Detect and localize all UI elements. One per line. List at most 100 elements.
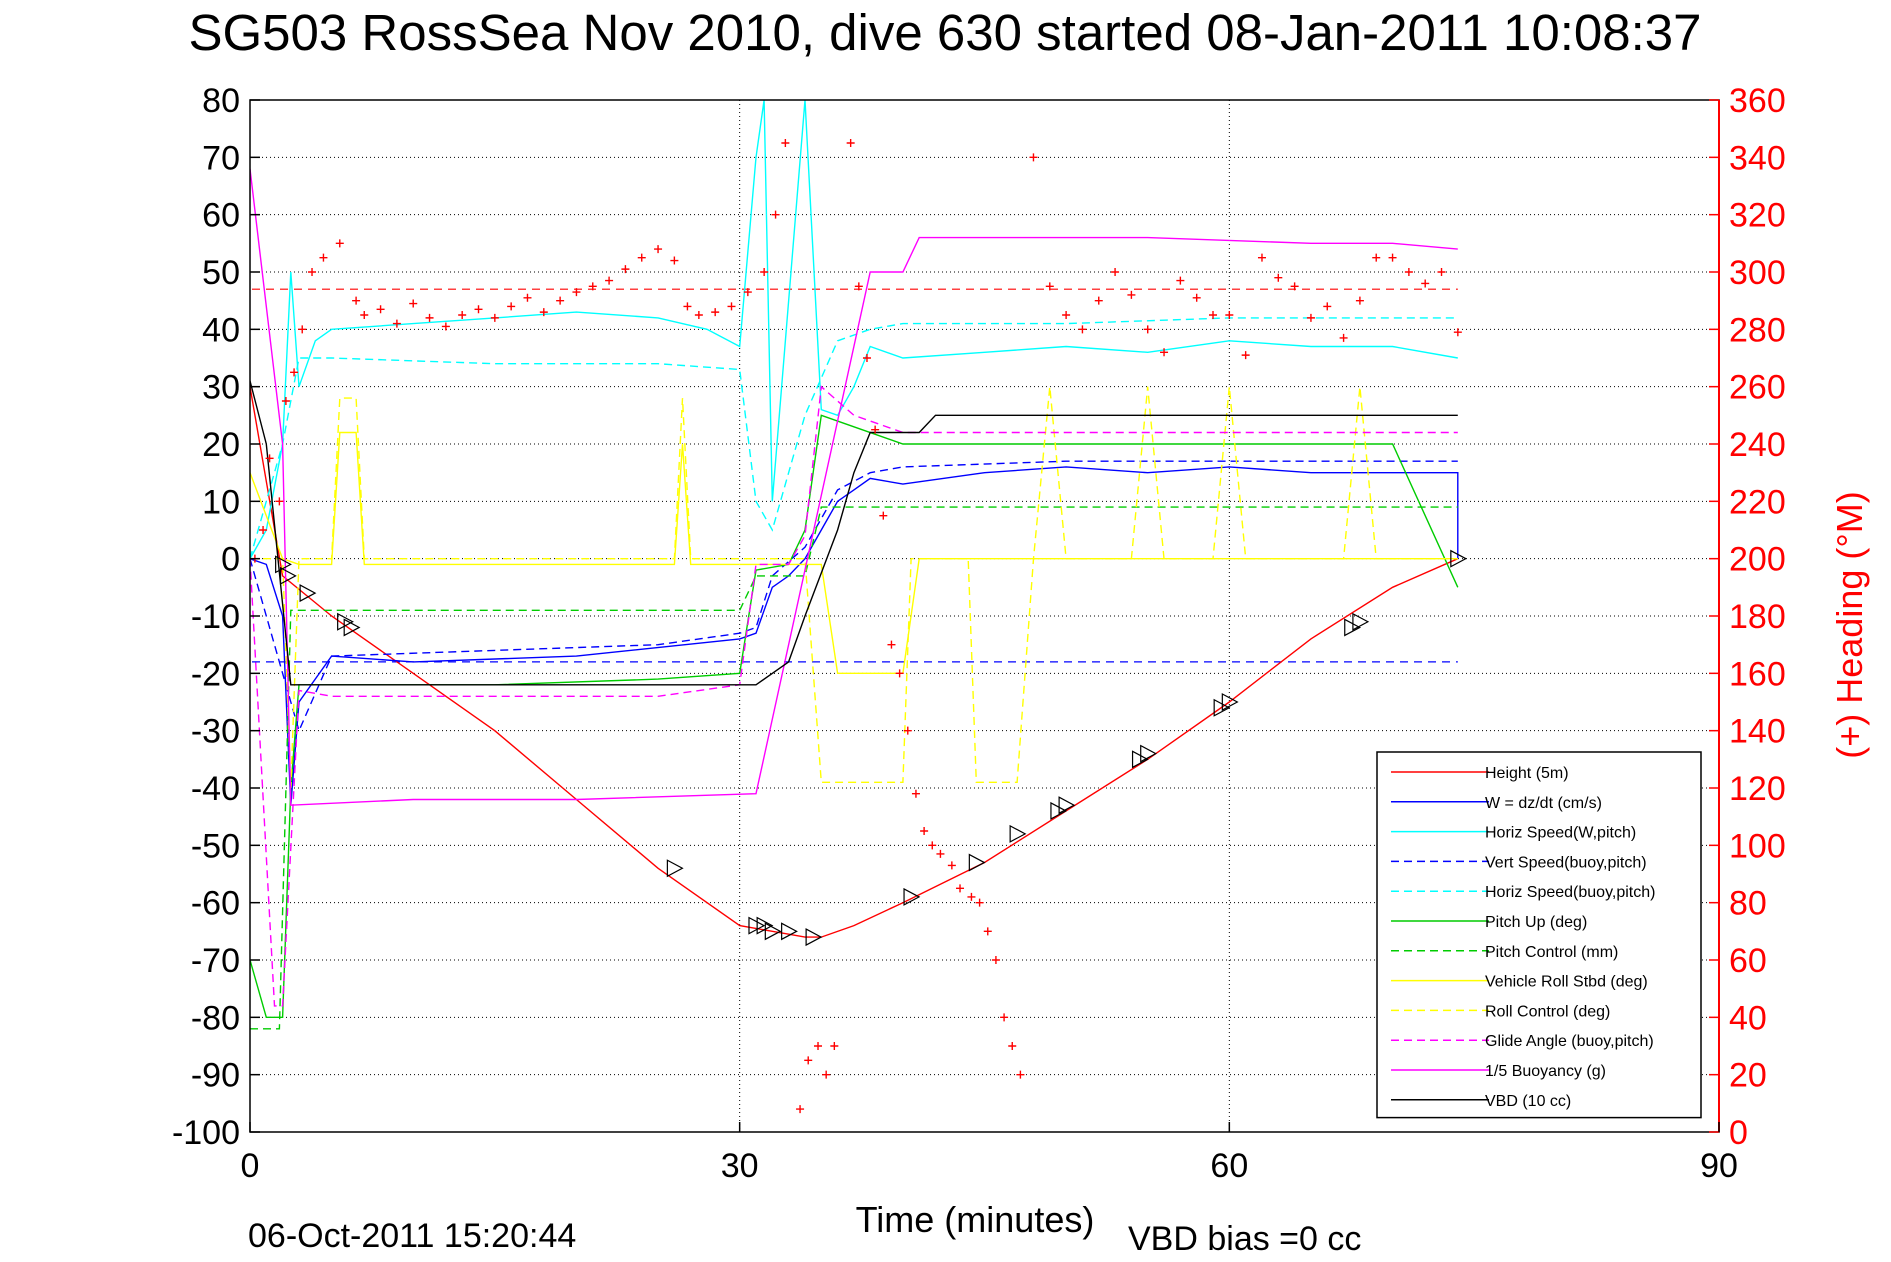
- triangle-marker: [275, 555, 292, 574]
- legend-label: VBD (10 cc): [1485, 1093, 1571, 1110]
- heading-marker: [743, 288, 752, 297]
- heading-marker: [1323, 302, 1332, 311]
- heading-marker: [409, 299, 418, 308]
- legend-label: W = dz/dt (cm/s): [1485, 795, 1602, 812]
- heading-marker: [1388, 253, 1397, 262]
- left-tick-label: -40: [191, 770, 240, 808]
- heading-marker: [335, 239, 344, 248]
- legend-label: Height (5m): [1485, 765, 1569, 782]
- heading-marker: [281, 397, 290, 405]
- right-axis-label: (+) Heading (°M): [1829, 491, 1870, 758]
- heading-marker: [956, 884, 965, 893]
- right-tick-label: 360: [1729, 82, 1786, 120]
- heading-marker: [895, 669, 904, 678]
- heading-marker: [670, 256, 679, 265]
- heading-marker: [1000, 1013, 1009, 1022]
- heading-marker: [319, 253, 328, 262]
- x-axis-label: Time (minutes): [856, 1199, 1095, 1240]
- heading-marker: [490, 313, 499, 322]
- legend-label: Pitch Control (mm): [1485, 944, 1618, 961]
- heading-marker: [1192, 293, 1201, 302]
- right-tick-label: 280: [1729, 311, 1786, 349]
- heading-marker: [887, 640, 896, 649]
- triangle-marker: [968, 853, 986, 872]
- heading-marker: [458, 311, 467, 319]
- right-tick-label: 260: [1729, 369, 1786, 407]
- heading-marker: [991, 956, 1000, 964]
- heading-marker: [947, 861, 956, 870]
- heading-marker: [605, 276, 614, 285]
- heading-marker: [265, 454, 274, 463]
- left-tick-label: -80: [191, 999, 240, 1037]
- triangle-marker: [1058, 796, 1076, 815]
- series-line-9: [250, 386, 1458, 789]
- legend-label: Roll Control (deg): [1485, 1003, 1610, 1020]
- triangle-marker: [1213, 698, 1231, 717]
- heading-marker: [1016, 1070, 1025, 1079]
- heading-marker: [1421, 279, 1430, 288]
- heading-marker: [1062, 311, 1071, 319]
- heading-marker: [903, 726, 912, 735]
- heading-marker: [298, 325, 307, 334]
- heading-marker: [1008, 1042, 1017, 1050]
- heading-marker: [1355, 296, 1364, 305]
- heading-marker: [654, 245, 663, 254]
- vbd-bias-note: VBD bias =0 cc: [1128, 1220, 1361, 1258]
- legend-label: Vert Speed(buoy,pitch): [1485, 854, 1647, 871]
- heading-marker: [1045, 282, 1054, 291]
- heading-marker: [854, 282, 863, 291]
- heading-marker: [308, 268, 317, 276]
- chart-title: SG503 RossSea Nov 2010, dive 630 started…: [188, 4, 1701, 61]
- triangle-marker: [903, 887, 921, 906]
- heading-marker: [1241, 351, 1250, 360]
- left-tick-label: -90: [191, 1057, 240, 1095]
- heading-marker: [539, 308, 548, 317]
- heading-marker: [1372, 253, 1381, 262]
- heading-marker: [474, 305, 483, 314]
- heading-marker: [352, 296, 361, 305]
- left-tick-label: 60: [202, 197, 240, 235]
- triangle-marker: [666, 859, 684, 878]
- heading-marker: [1404, 268, 1413, 276]
- left-tick-label: 70: [202, 139, 240, 177]
- heading-marker: [871, 425, 880, 434]
- heading-marker: [1111, 268, 1120, 276]
- left-tick-label: -60: [191, 885, 240, 923]
- heading-marker: [441, 322, 450, 331]
- left-tick-label: 30: [202, 369, 240, 407]
- heading-marker: [1339, 333, 1348, 342]
- right-tick-label: 180: [1729, 598, 1786, 636]
- heading-marker: [1437, 268, 1446, 276]
- heading-marker: [683, 302, 692, 311]
- right-tick-label: 120: [1729, 770, 1786, 808]
- right-tick-label: 20: [1729, 1057, 1767, 1095]
- right-tick-label: 100: [1729, 827, 1786, 865]
- heading-marker: [1257, 253, 1266, 262]
- heading-marker: [1143, 325, 1152, 334]
- heading-marker: [822, 1070, 831, 1079]
- triangle-marker: [1221, 693, 1239, 711]
- heading-marker: [771, 210, 780, 219]
- heading-marker: [507, 302, 516, 311]
- triangle-marker: [764, 922, 782, 941]
- heading-marker: [1274, 273, 1283, 282]
- legend-label: Horiz Speed(W,pitch): [1485, 825, 1636, 842]
- heading-marker: [1094, 296, 1103, 305]
- left-tick-label: 10: [202, 483, 240, 521]
- heading-marker: [846, 139, 855, 147]
- triangle-marker: [337, 612, 354, 631]
- heading-marker: [1453, 328, 1462, 337]
- timestamp: 06-Oct-2011 15:20:44: [248, 1217, 576, 1255]
- triangle-marker: [1009, 824, 1027, 843]
- heading-marker: [275, 497, 284, 506]
- left-tick-label: -10: [191, 598, 240, 636]
- triangle-markers: [275, 549, 1468, 947]
- heading-marker: [781, 139, 790, 147]
- right-tick-label: 240: [1729, 426, 1786, 464]
- heading-marker: [523, 293, 532, 302]
- heading-marker: [1160, 348, 1169, 357]
- x-tick-label: 0: [241, 1147, 260, 1185]
- legend-label: Glide Angle (buoy,pitch): [1485, 1033, 1654, 1050]
- heading-marker: [1225, 311, 1234, 319]
